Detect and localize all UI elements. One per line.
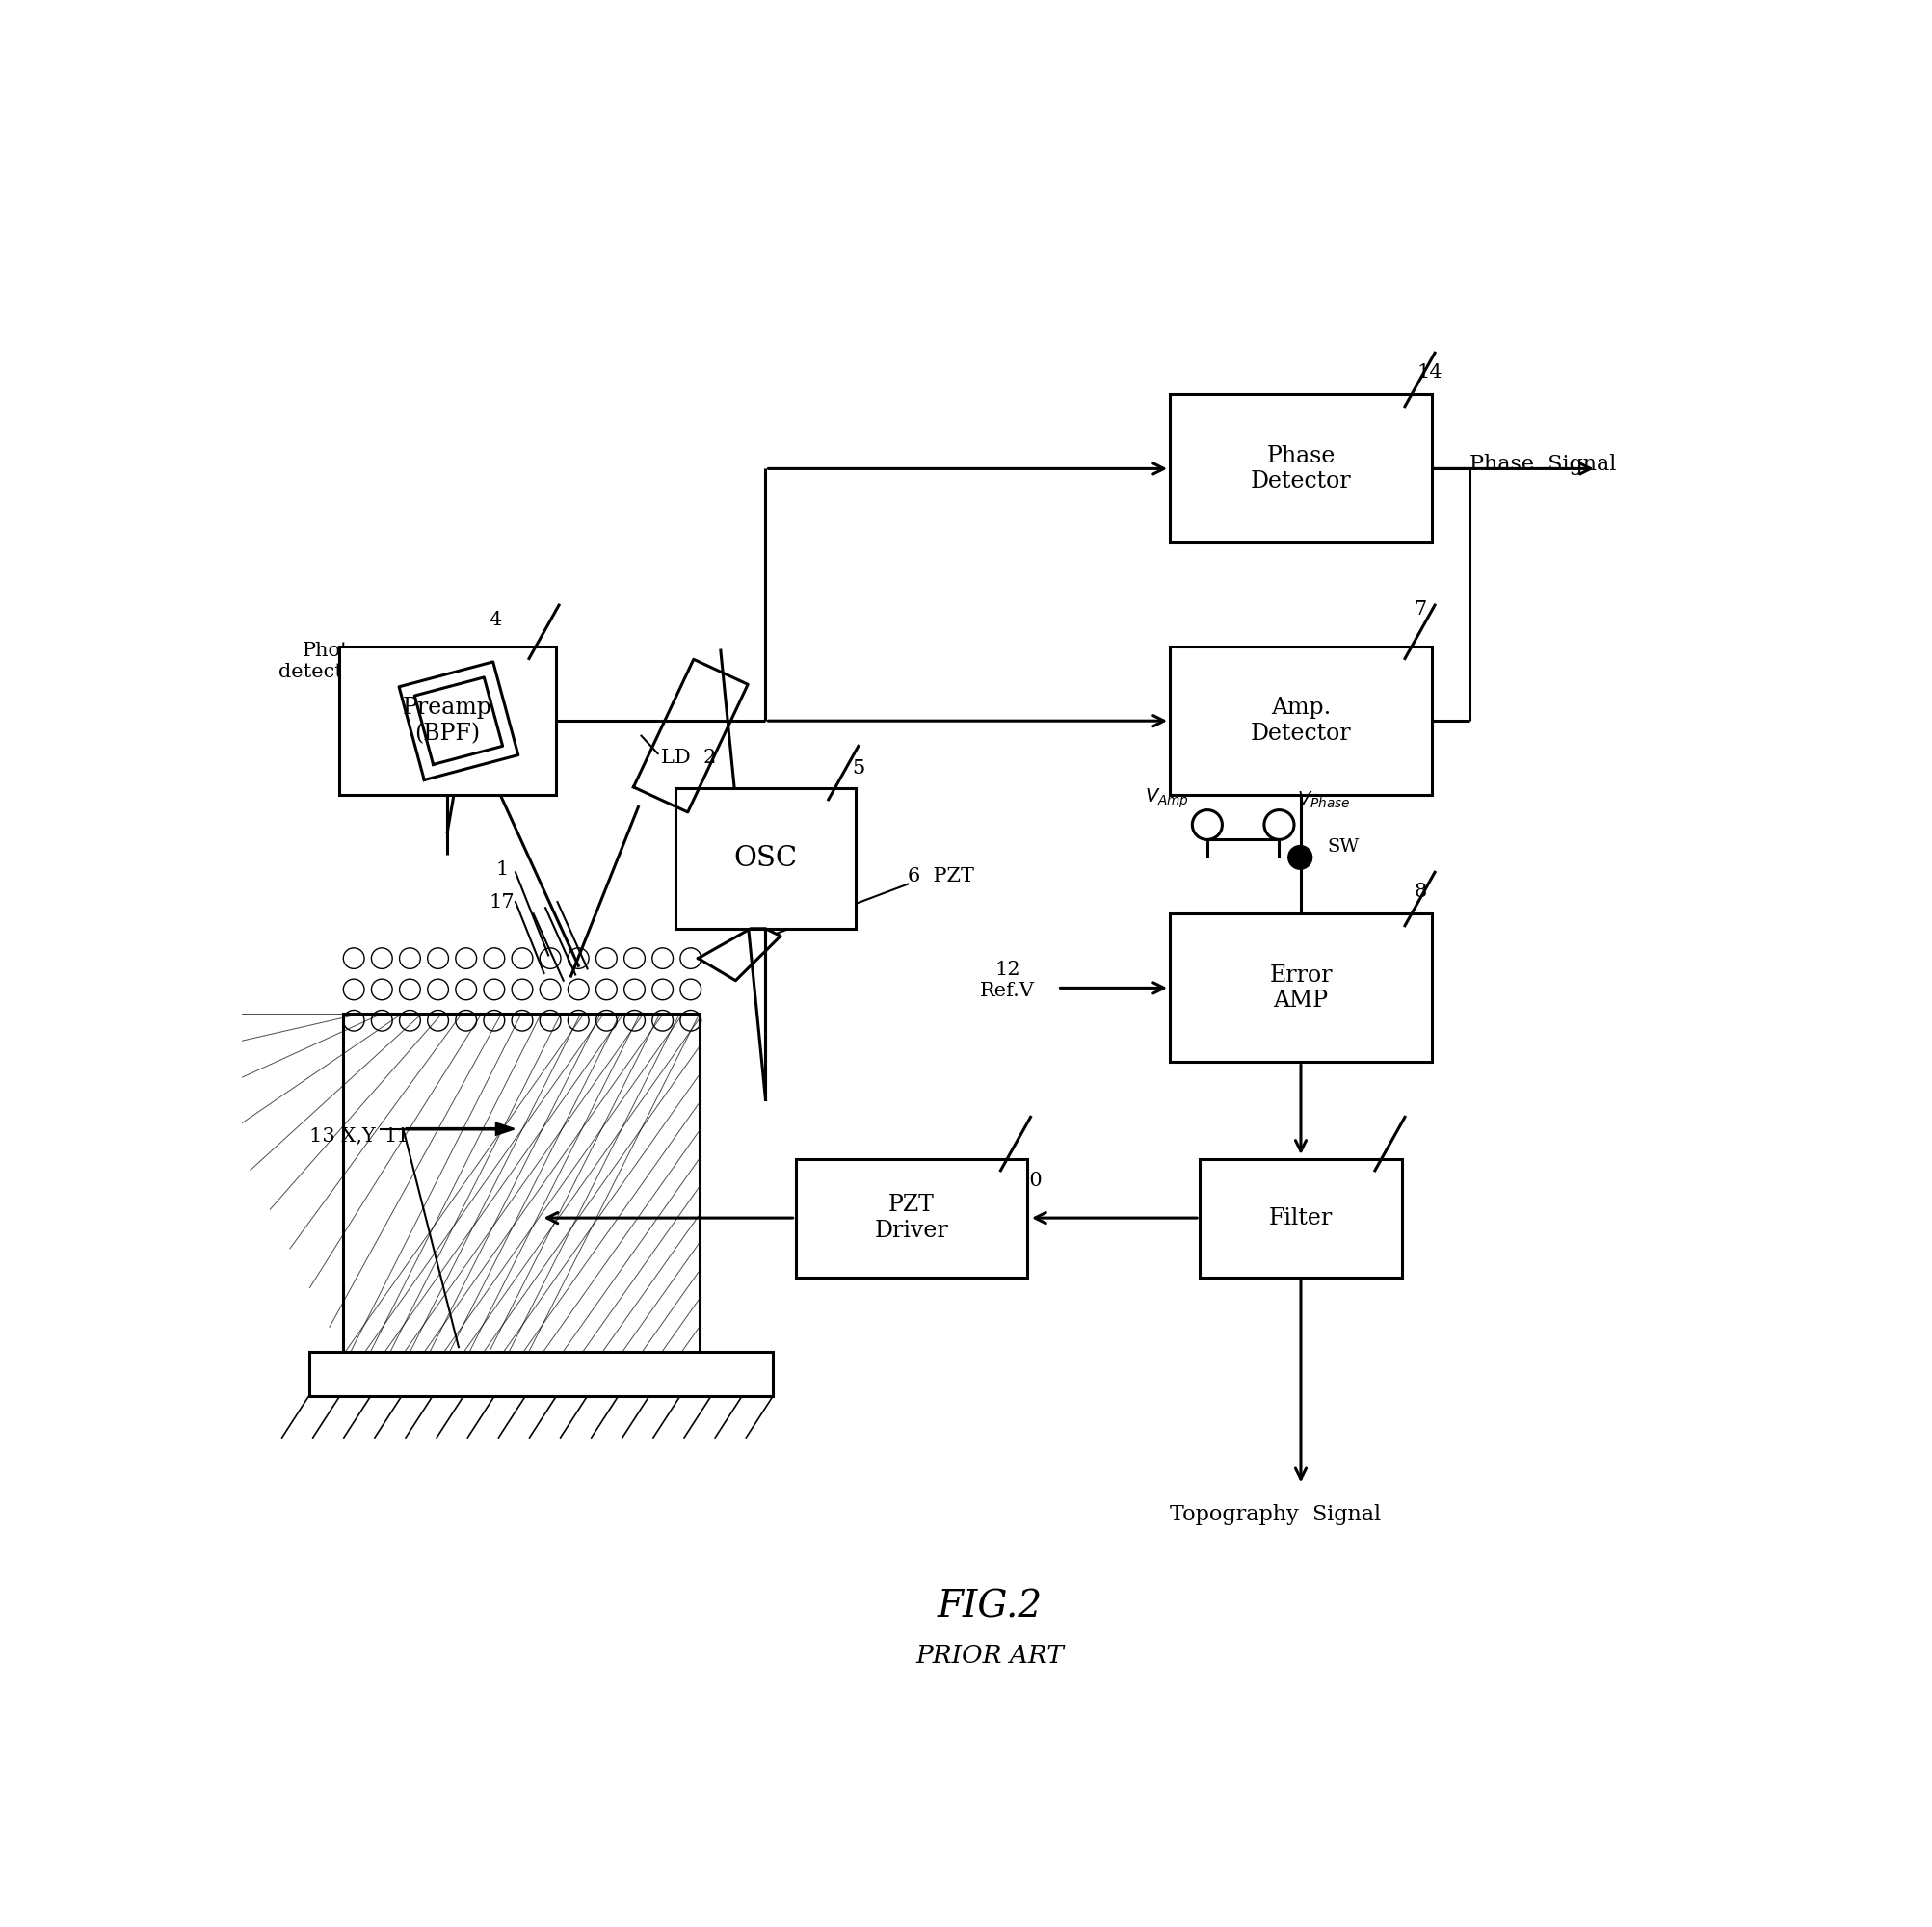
Text: 1: 1 xyxy=(497,859,508,879)
Text: LD  2: LD 2 xyxy=(661,750,717,767)
Bar xyxy=(1171,647,1432,796)
Text: Photo
detector 3: Photo detector 3 xyxy=(278,642,384,682)
Bar xyxy=(338,647,556,796)
Bar xyxy=(1171,913,1432,1062)
Text: Error
AMP: Error AMP xyxy=(1269,964,1333,1012)
Bar xyxy=(344,1014,699,1355)
Text: 9: 9 xyxy=(1391,1172,1405,1191)
Bar xyxy=(1200,1158,1403,1278)
Text: 13 X,Y: 13 X,Y xyxy=(309,1127,375,1145)
Text: Phase  Signal: Phase Signal xyxy=(1468,453,1615,474)
Text: Topography  Signal: Topography Signal xyxy=(1171,1505,1381,1526)
Text: 17: 17 xyxy=(489,892,514,911)
Text: 8: 8 xyxy=(1414,883,1426,900)
Text: 12
Ref.V: 12 Ref.V xyxy=(980,962,1036,1000)
Text: Amp.
Detector: Amp. Detector xyxy=(1250,698,1350,744)
Bar xyxy=(309,1351,773,1395)
Text: $V_{Phase}$: $V_{Phase}$ xyxy=(1296,790,1350,809)
Text: 11: 11 xyxy=(384,1127,410,1145)
Text: PRIOR ART: PRIOR ART xyxy=(916,1644,1065,1667)
Text: 10: 10 xyxy=(1016,1172,1043,1191)
Bar xyxy=(676,788,856,929)
Text: 5: 5 xyxy=(852,759,866,777)
FancyArrow shape xyxy=(406,1123,514,1135)
Text: 4: 4 xyxy=(489,611,500,628)
Bar xyxy=(1171,395,1432,543)
Text: 7: 7 xyxy=(1414,601,1426,619)
Bar xyxy=(796,1158,1028,1278)
Text: Preamp
(BPF): Preamp (BPF) xyxy=(402,698,493,744)
Text: OSC: OSC xyxy=(734,844,798,871)
Text: Filter: Filter xyxy=(1269,1206,1333,1229)
Text: Phase
Detector: Phase Detector xyxy=(1250,445,1350,493)
Circle shape xyxy=(1289,846,1312,869)
Text: $V_{Amp}$: $V_{Amp}$ xyxy=(1146,786,1190,809)
Text: 6  PZT: 6 PZT xyxy=(908,867,974,886)
Text: 14: 14 xyxy=(1416,362,1443,382)
Text: SW: SW xyxy=(1327,838,1358,856)
Text: FIG.2: FIG.2 xyxy=(937,1590,1043,1624)
Text: PZT
Driver: PZT Driver xyxy=(875,1195,949,1241)
